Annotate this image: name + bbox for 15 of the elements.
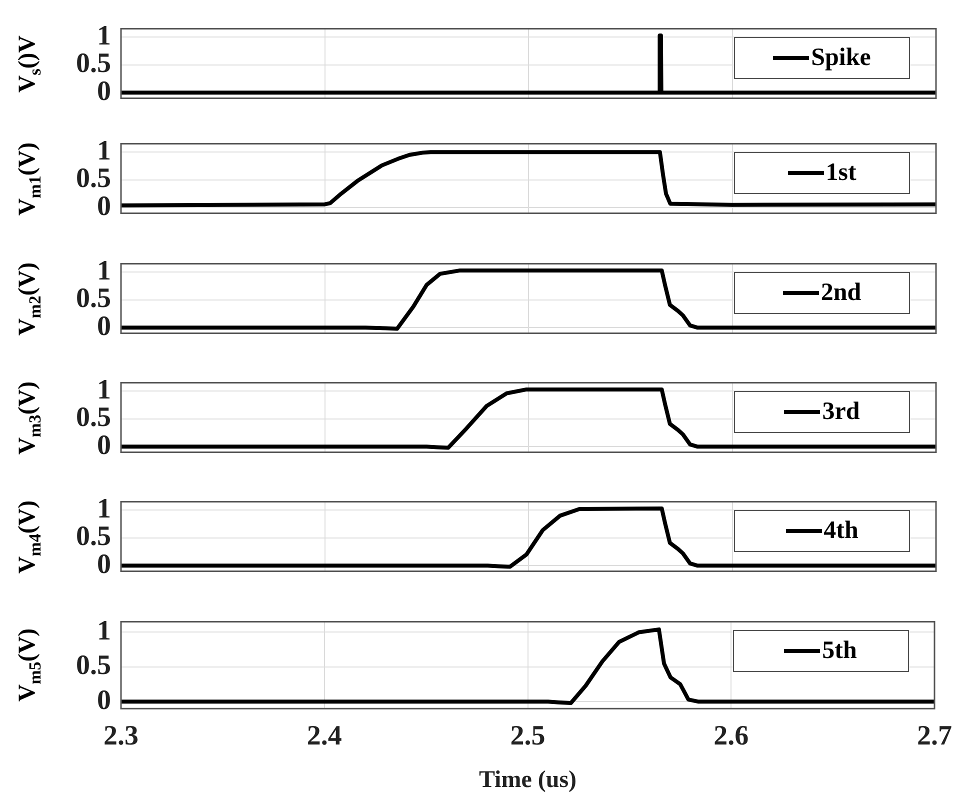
legend-label: 4th: [824, 516, 858, 545]
legend-label: 1st: [826, 158, 856, 187]
x-tick-label: 2.5: [510, 720, 546, 752]
legend-label: 3rd: [822, 398, 860, 426]
legend-label: 5th: [822, 636, 857, 665]
y-tick-label: 0.5: [76, 650, 111, 682]
x-tick-label: 2.4: [306, 720, 342, 752]
legend-label: 2nd: [820, 278, 862, 307]
x-tick-label: 2.6: [714, 720, 749, 752]
x-tick-label: 2.7: [917, 720, 952, 752]
y-tick-label: 1: [97, 615, 111, 646]
x-tick-label: 2.3: [104, 720, 138, 752]
legend-label: Spike: [811, 44, 871, 72]
x-axis-title: Time (us): [478, 766, 577, 793]
y-tick-label: 0: [97, 684, 111, 716]
